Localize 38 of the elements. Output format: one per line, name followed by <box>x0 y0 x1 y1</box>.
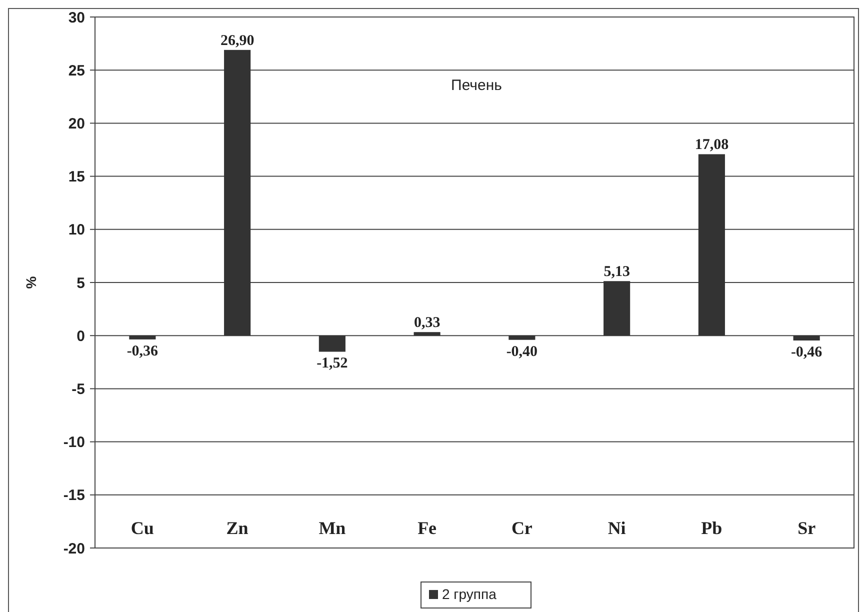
data-label: 17,08 <box>694 137 729 154</box>
bar <box>318 336 346 352</box>
y-tick-label: 10 <box>68 222 85 239</box>
y-tick-label: -5 <box>72 380 85 398</box>
bar <box>508 336 536 340</box>
x-tick-label: Fe <box>418 518 437 538</box>
x-tick-label: Pb <box>701 518 722 538</box>
bar <box>698 154 725 336</box>
y-tick-label: 20 <box>68 115 85 132</box>
y-tick-label: -10 <box>63 434 85 452</box>
x-tick-label: Sr <box>798 518 816 538</box>
data-label: -0,40 <box>506 344 538 360</box>
y-tick-label: -20 <box>63 540 85 558</box>
x-tick-label: Zn <box>226 518 248 538</box>
y-tick-label: 25 <box>68 62 85 80</box>
data-label: 0,33 <box>414 315 440 332</box>
bar <box>414 332 440 336</box>
x-tick-label: Ni <box>608 518 626 538</box>
y-tick-label: 30 <box>68 9 85 26</box>
data-label: 5,13 <box>604 264 630 280</box>
x-tick-label: Cr <box>511 518 532 538</box>
x-tick-label: Cu <box>130 518 154 538</box>
data-label: -0,46 <box>790 344 823 360</box>
text: Печень <box>451 77 502 94</box>
y-axis-title: % <box>23 276 39 289</box>
data-label: -1,52 <box>316 356 348 372</box>
y-tick-label: 5 <box>76 274 85 292</box>
y-tick-label: 0 <box>76 328 85 345</box>
bar <box>793 336 820 340</box>
bar <box>224 50 251 336</box>
data-label: 26,90 <box>220 32 254 49</box>
legend-label: 2 группа <box>442 586 497 602</box>
x-tick-label: Mn <box>318 518 346 538</box>
bar <box>129 336 156 340</box>
y-tick-label: 15 <box>68 168 85 186</box>
data-label: -0,36 <box>126 343 159 360</box>
y-tick-label: -15 <box>63 487 85 504</box>
bar <box>604 281 630 336</box>
